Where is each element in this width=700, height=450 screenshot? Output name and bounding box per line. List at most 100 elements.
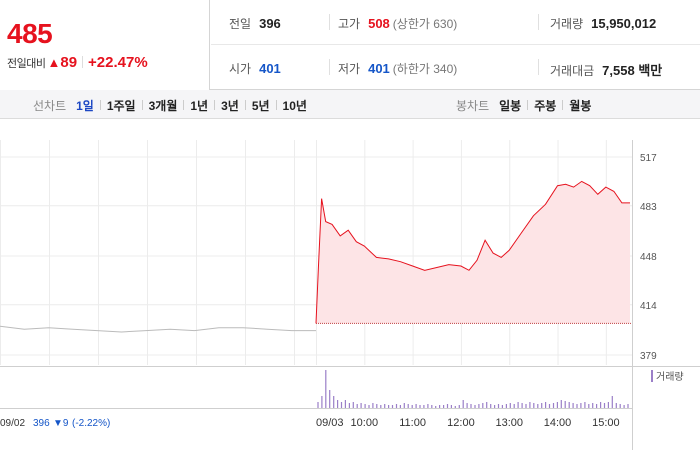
volume-bar bbox=[478, 404, 480, 408]
volume-bar bbox=[388, 405, 390, 408]
volume-bar bbox=[395, 404, 398, 408]
stat-label: 전일 bbox=[229, 17, 252, 31]
stat-label: 시가 bbox=[229, 62, 252, 76]
volume-bar bbox=[360, 403, 362, 408]
stat-volume: 거래량 15,950,012 bbox=[550, 15, 656, 32]
volume-bar bbox=[521, 403, 523, 408]
volume-bar bbox=[497, 404, 500, 408]
volume-bar bbox=[525, 404, 527, 408]
volume-bar bbox=[541, 403, 543, 408]
volume-legend-swatch bbox=[651, 370, 653, 382]
volume-bar bbox=[427, 404, 429, 408]
volume-bar bbox=[513, 404, 515, 408]
volume-bar bbox=[454, 406, 456, 408]
chart-canvas: 517 483 448 414 379 09/03 10:00 11:00 12:00 13:0… bbox=[0, 140, 700, 450]
volume-bar bbox=[446, 404, 449, 408]
change-percent: +22.47% bbox=[88, 54, 148, 71]
prev-day-series bbox=[0, 325, 316, 333]
volume-bar bbox=[603, 403, 606, 408]
volume-bar bbox=[356, 404, 358, 408]
tab-3month[interactable]: 3개월 bbox=[148, 99, 178, 113]
volume-bar bbox=[435, 406, 437, 408]
change-row: 전일대비 ▲89 +22.47% bbox=[7, 54, 148, 71]
tab-weekly[interactable]: 주봉 bbox=[534, 99, 557, 113]
volume-bar bbox=[337, 400, 339, 408]
x-tick-label: 15:00 bbox=[592, 417, 620, 429]
prev-day-date: 09/02 bbox=[0, 418, 25, 429]
volume-legend: 거래량 bbox=[656, 371, 684, 383]
divider bbox=[329, 14, 330, 30]
volume-bar bbox=[615, 403, 617, 408]
tab-daily[interactable]: 일봉 bbox=[499, 99, 522, 113]
prev-day-change-pct: (-2.22%) bbox=[72, 418, 110, 429]
divider bbox=[275, 100, 277, 110]
candle-chart-title: 봉차트 bbox=[456, 99, 490, 113]
divider bbox=[538, 59, 539, 75]
volume-bar bbox=[348, 403, 350, 408]
volume-bar bbox=[564, 401, 566, 408]
stat-label: 거래량 bbox=[550, 17, 584, 31]
intraday-chart: 517 483 448 414 379 09/03 10:00 11:00 12:00 13:0… bbox=[0, 120, 700, 450]
volume-bar bbox=[568, 402, 570, 408]
stat-low: 저가 401 (하한가 340) bbox=[338, 60, 457, 77]
divider bbox=[329, 59, 330, 75]
tab-monthly[interactable]: 월봉 bbox=[569, 99, 592, 113]
volume-bar bbox=[384, 404, 386, 408]
x-tick-label: 09/03 bbox=[316, 417, 344, 429]
volume-bars bbox=[317, 370, 629, 408]
stat-high: 고가 508 (상한가 630) bbox=[338, 15, 457, 32]
volume-bar bbox=[443, 405, 445, 408]
volume-bar bbox=[611, 396, 613, 408]
volume-bar bbox=[505, 404, 507, 408]
volume-bar bbox=[529, 402, 531, 408]
volume-bar bbox=[352, 402, 354, 408]
x-tick-label: 12:00 bbox=[447, 417, 475, 429]
quote-summary-panel: 485 전일대비 ▲89 +22.47% 전일 396 고가 508 (상한가 630) … bbox=[0, 0, 700, 90]
volume-bar bbox=[340, 402, 343, 408]
line-chart-title: 선차트 bbox=[33, 99, 67, 113]
volume-bar bbox=[623, 405, 625, 408]
volume-bar bbox=[607, 402, 609, 408]
chart-period-tabs: 선차트 1일 1주일 3개월 1년 3년 5년 10년 봉차트 일봉 주봉 월봉 bbox=[0, 90, 700, 119]
volume-bar bbox=[466, 403, 468, 408]
divider bbox=[82, 56, 84, 68]
stats-row-1: 전일 396 고가 508 (상한가 630) 거래량 15,950,012 bbox=[211, 0, 700, 45]
volume-bar bbox=[333, 396, 335, 408]
volume-bar bbox=[494, 405, 496, 408]
change-label: 전일대비 bbox=[7, 58, 46, 70]
x-tick-label: 13:00 bbox=[495, 417, 523, 429]
stat-label: 저가 bbox=[338, 62, 361, 76]
tab-1day[interactable]: 1일 bbox=[76, 99, 94, 113]
tab-5year[interactable]: 5년 bbox=[251, 99, 270, 113]
tab-1week[interactable]: 1주일 bbox=[106, 99, 136, 113]
divider bbox=[562, 100, 564, 110]
volume-bar bbox=[584, 402, 586, 408]
y-axis: 517 483 448 414 379 bbox=[640, 153, 657, 362]
volume-bar bbox=[572, 403, 574, 408]
volume-bar bbox=[450, 405, 452, 408]
volume-bar bbox=[411, 405, 413, 408]
volume-bar bbox=[552, 403, 555, 408]
stats-row-2: 시가 401 저가 401 (하한가 340) 거래대금 7,558 백만 bbox=[211, 45, 700, 90]
x-tick-label: 11:00 bbox=[399, 417, 426, 429]
stat-label: 거래대금 bbox=[550, 64, 595, 78]
tab-1year[interactable]: 1년 bbox=[190, 99, 209, 113]
price-area-fill bbox=[316, 181, 630, 324]
tab-10year[interactable]: 10년 bbox=[282, 99, 307, 113]
volume-bar bbox=[431, 405, 433, 408]
volume-bar bbox=[403, 403, 405, 408]
volume-bar bbox=[517, 402, 519, 408]
stat-value: 401 bbox=[368, 61, 390, 76]
upper-limit: (상한가 630) bbox=[392, 17, 458, 31]
volume-bar bbox=[509, 403, 511, 408]
stat-value: 508 bbox=[368, 16, 390, 31]
volume-bar bbox=[317, 402, 319, 408]
volume-bar bbox=[419, 405, 421, 408]
volume-bar bbox=[439, 405, 441, 408]
volume-bar bbox=[482, 403, 484, 408]
y-tick-label: 517 bbox=[640, 153, 657, 164]
volume-bar bbox=[600, 402, 602, 408]
volume-bar bbox=[407, 404, 409, 408]
tab-3year[interactable]: 3년 bbox=[221, 99, 239, 113]
divider bbox=[538, 14, 539, 30]
